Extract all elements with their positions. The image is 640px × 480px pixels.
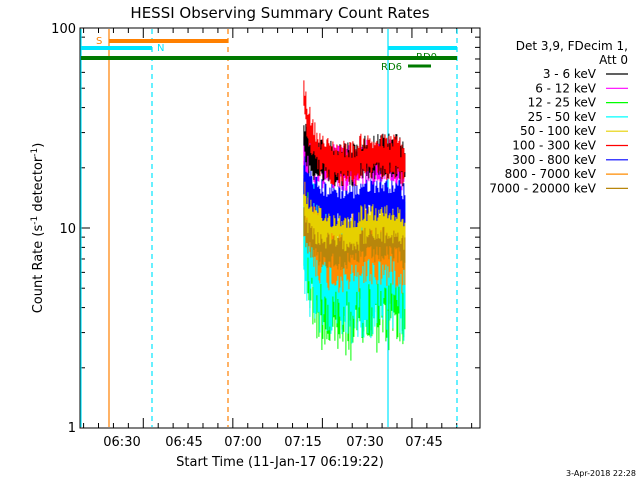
plot-timestamp: 3-Apr-2018 22:28 [566,469,636,478]
legend-header-line1: Det 3,9, FDecim 1, [516,39,628,53]
series-traces [303,80,406,361]
flag-bars [81,39,457,68]
flag-label-n: N [157,43,164,54]
flag-label-rd0: RD0 [416,52,437,63]
legend-header-line2: Att 0 [599,53,628,67]
legend-label-12-25-kev: 12 - 25 keV [528,96,597,110]
series-trace-100-300-kev [303,80,406,186]
x-axis-ticks [83,28,473,428]
legend-label-800-7000-kev: 800 - 7000 keV [505,167,597,181]
series-trace-7000-20000-kev [303,201,406,270]
x-tick-label-0630: 06:30 [103,435,140,450]
y-axis-label: Count Rate (s-1 detector-1) [30,143,46,314]
y-axis-ticks [80,36,480,429]
y-tick-label-100: 100 [51,22,76,37]
legend-label-3-6-kev: 3 - 6 keV [543,67,597,81]
legend-label-7000-20000-kev: 7000 - 20000 keV [489,181,596,195]
legend-label-50-100-kev: 50 - 100 keV [520,124,597,138]
flag-label-rd6: RD6 [381,62,402,73]
x-tick-label-0745: 07:45 [405,435,442,450]
chart-title: HESSI Observing Summary Count Rates [130,4,429,22]
x-axis-label: Start Time (11-Jan-17 06:19:22) [176,455,384,470]
legend-label-25-50-kev: 25 - 50 keV [528,110,597,124]
flag-label-s: S [96,36,102,47]
x-tick-label-0730: 07:30 [346,435,383,450]
y-tick-label-10: 10 [59,222,76,237]
x-tick-label-0715: 07:15 [284,435,321,450]
x-tick-label-0700: 07:00 [224,435,261,450]
legend-label-300-800-kev: 300 - 800 keV [512,153,596,167]
plot-frame [79,27,481,429]
legend-label-6-12-kev: 6 - 12 keV [535,81,597,95]
series-trace-300-800-kev [303,155,406,228]
x-tick-label-0645: 06:45 [165,435,202,450]
legend-label-100-300-kev: 100 - 300 keV [512,139,596,153]
y-tick-label-1: 1 [68,421,76,436]
